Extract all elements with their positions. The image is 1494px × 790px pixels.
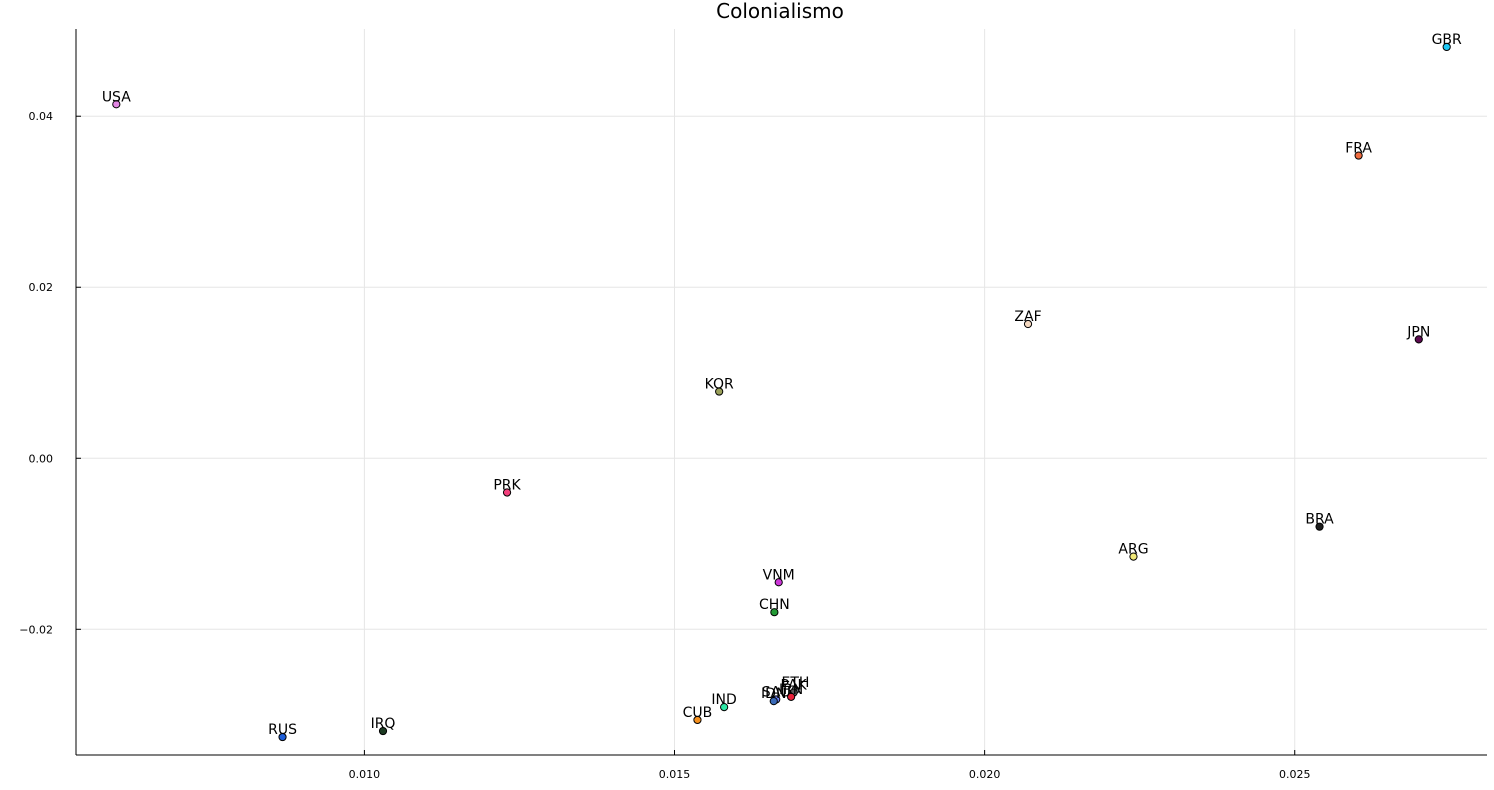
point-label-bra: BRA xyxy=(1305,512,1334,528)
point-label-chn: CHN xyxy=(759,597,790,613)
point-usa xyxy=(112,100,121,109)
point-label-rus: RUS xyxy=(268,722,297,738)
point-zaf xyxy=(1023,319,1033,329)
point-label-fra: FRA xyxy=(1345,141,1372,157)
point-irq xyxy=(378,726,388,736)
point-label-jpn: JPN xyxy=(1406,324,1430,340)
point-chn xyxy=(770,608,779,617)
y-tick-label: 0.02 xyxy=(29,281,54,294)
point-labels: USAGBRFRAZAFJPNKORPRKBRAARGVNMCHNETHPAKI… xyxy=(102,32,1462,738)
point-label-irn: IRN xyxy=(779,682,803,698)
chart-title: Colonialismo xyxy=(716,0,844,23)
point-cub xyxy=(693,715,702,725)
point-label-pak: PAK xyxy=(780,678,807,694)
point-ind xyxy=(720,703,729,712)
point-fra xyxy=(1354,151,1363,160)
point-label-ind: IND xyxy=(711,692,736,708)
y-tick-label: 0.00 xyxy=(29,452,54,465)
x-gridlines xyxy=(363,29,1296,755)
point-kor xyxy=(715,387,724,396)
x-tick-label: 0.020 xyxy=(969,768,1001,781)
point-arg xyxy=(1129,552,1138,561)
point-prk xyxy=(502,488,512,497)
x-tick-label: 0.015 xyxy=(659,768,691,781)
point-rus xyxy=(278,732,287,742)
point-jpn xyxy=(1414,335,1423,344)
y-tick-label: −0.02 xyxy=(19,623,53,636)
point-idn xyxy=(769,697,778,706)
point-bra xyxy=(1315,522,1324,531)
x-tick-labels: 0.010 0.015 0.020 0.025 xyxy=(349,750,1311,781)
point-label-kor: KOR xyxy=(705,377,734,393)
point-label-usa: USA xyxy=(102,89,131,105)
point-label-prk: PRK xyxy=(493,477,521,493)
point-label-gbr: GBR xyxy=(1432,32,1462,48)
point-label-sau: SAU xyxy=(762,684,791,700)
point-label-idn: IDN xyxy=(761,686,786,702)
point-irn xyxy=(787,692,796,701)
point-label-vnm: VNM xyxy=(763,567,795,583)
point-label-cub: CUB xyxy=(683,705,713,721)
point-vnm xyxy=(774,578,783,587)
x-tick-label: 0.025 xyxy=(1279,768,1311,781)
x-tick-label: 0.010 xyxy=(349,768,381,781)
y-tick-labels: −0.02 0.00 0.02 0.04 xyxy=(19,110,81,636)
y-tick-label: 0.04 xyxy=(29,110,54,123)
point-label-eth: ETH xyxy=(781,675,809,691)
y-gridlines xyxy=(76,115,1487,630)
point-label-zaf: ZAF xyxy=(1014,309,1041,325)
point-label-irq: IRQ xyxy=(371,716,396,732)
data-points xyxy=(112,42,1451,742)
point-label-arg: ARG xyxy=(1118,542,1148,558)
point-gbr xyxy=(1442,42,1451,52)
